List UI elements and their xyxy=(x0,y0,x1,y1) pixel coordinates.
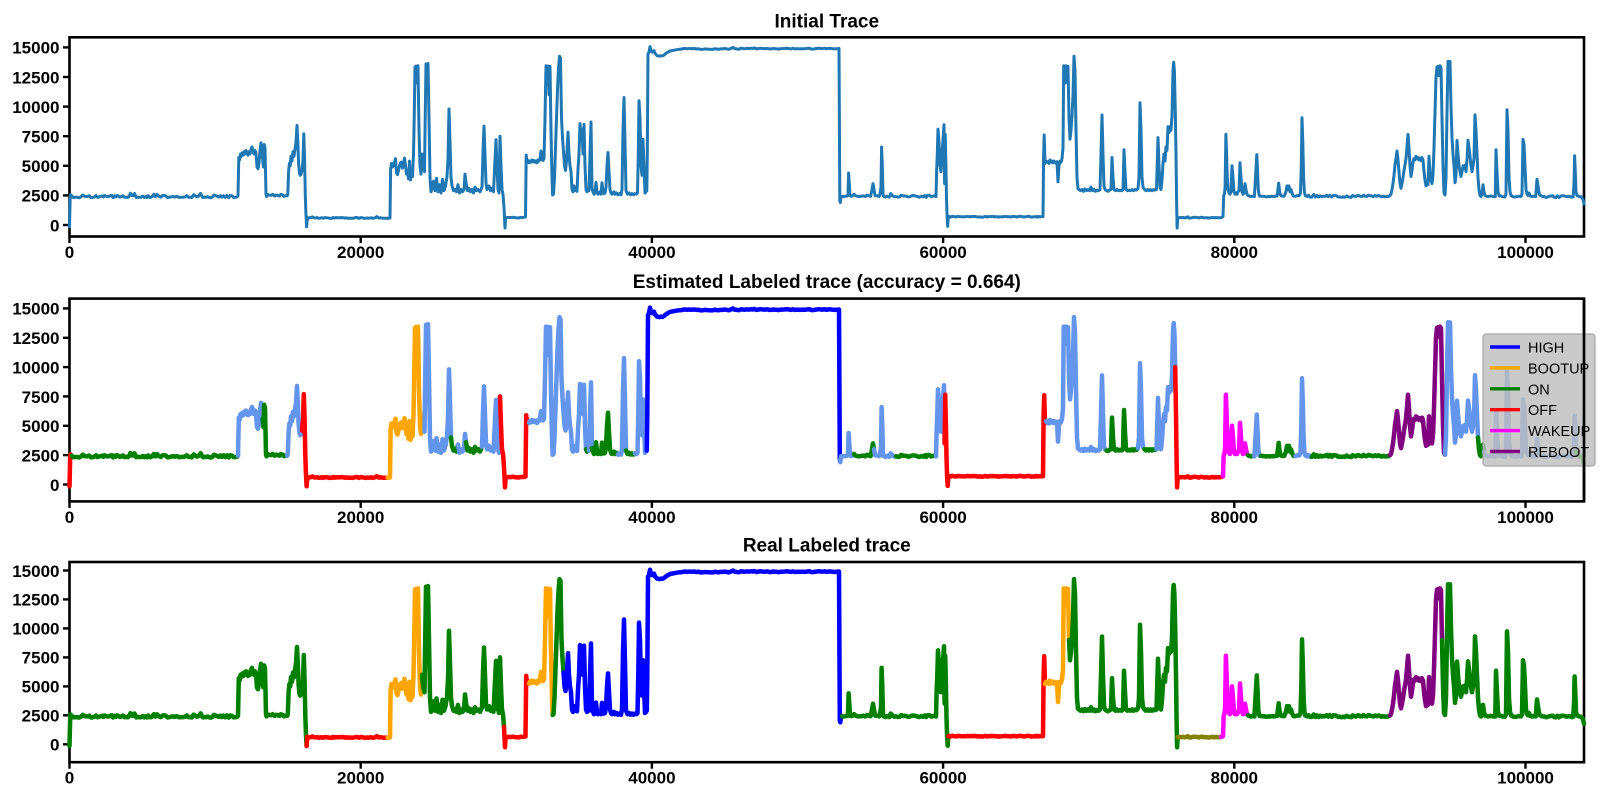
svg-text:WAKEUP: WAKEUP xyxy=(1528,424,1590,440)
svg-text:2500: 2500 xyxy=(22,187,60,206)
svg-text:BOOTUP: BOOTUP xyxy=(1528,361,1589,377)
svg-text:12500: 12500 xyxy=(12,591,59,610)
svg-text:ON: ON xyxy=(1528,382,1550,398)
svg-text:20000: 20000 xyxy=(337,769,384,788)
svg-text:OFF: OFF xyxy=(1528,403,1557,419)
svg-text:0: 0 xyxy=(50,736,59,755)
svg-text:Initial Trace: Initial Trace xyxy=(775,12,880,33)
svg-text:2500: 2500 xyxy=(22,707,60,726)
svg-text:Estimated Labeled trace (accur: Estimated Labeled trace (accuracy = 0.66… xyxy=(633,272,1021,293)
svg-text:60000: 60000 xyxy=(919,769,966,788)
svg-text:80000: 80000 xyxy=(1211,769,1258,788)
svg-text:0: 0 xyxy=(50,476,59,495)
svg-text:0: 0 xyxy=(65,508,74,527)
svg-text:10000: 10000 xyxy=(12,620,59,639)
svg-text:0: 0 xyxy=(65,243,74,262)
svg-text:60000: 60000 xyxy=(919,243,966,262)
svg-text:REBOOT: REBOOT xyxy=(1528,445,1589,461)
svg-text:100000: 100000 xyxy=(1497,769,1554,788)
svg-text:12500: 12500 xyxy=(12,329,59,348)
svg-text:0: 0 xyxy=(50,216,59,235)
svg-text:10000: 10000 xyxy=(12,358,59,377)
svg-text:12500: 12500 xyxy=(12,68,59,87)
svg-text:40000: 40000 xyxy=(628,508,675,527)
svg-text:40000: 40000 xyxy=(628,243,675,262)
svg-text:2500: 2500 xyxy=(22,446,60,465)
svg-text:20000: 20000 xyxy=(337,243,384,262)
svg-text:Real Labeled trace: Real Labeled trace xyxy=(743,536,911,557)
svg-text:40000: 40000 xyxy=(628,769,675,788)
svg-text:100000: 100000 xyxy=(1497,508,1554,527)
svg-text:80000: 80000 xyxy=(1211,508,1258,527)
svg-text:20000: 20000 xyxy=(337,508,384,527)
svg-text:7500: 7500 xyxy=(22,128,60,147)
svg-text:60000: 60000 xyxy=(919,508,966,527)
svg-text:15000: 15000 xyxy=(12,39,59,58)
svg-text:80000: 80000 xyxy=(1211,243,1258,262)
svg-text:5000: 5000 xyxy=(22,417,60,436)
svg-text:7500: 7500 xyxy=(22,649,60,668)
svg-text:5000: 5000 xyxy=(22,678,60,697)
svg-text:15000: 15000 xyxy=(12,562,59,581)
svg-text:7500: 7500 xyxy=(22,388,60,407)
svg-text:5000: 5000 xyxy=(22,157,60,176)
svg-text:100000: 100000 xyxy=(1497,243,1554,262)
svg-text:HIGH: HIGH xyxy=(1528,341,1564,357)
svg-text:0: 0 xyxy=(65,769,74,788)
svg-text:10000: 10000 xyxy=(12,98,59,117)
svg-text:15000: 15000 xyxy=(12,300,59,319)
